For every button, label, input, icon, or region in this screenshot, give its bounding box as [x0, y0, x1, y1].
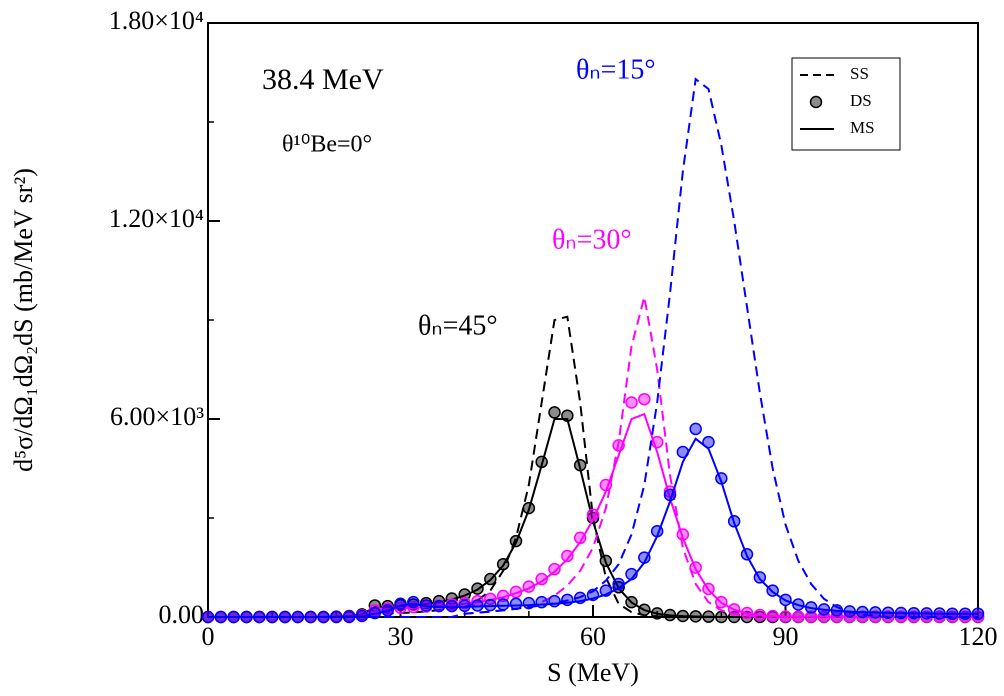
data-line [208, 437, 978, 618]
legend-label: SS [850, 64, 869, 83]
legend-box [791, 57, 901, 151]
y-axis-label: d⁵σ/dΩ₁dΩ₂dS (mb/MeV sr²) [9, 168, 38, 472]
x-tick-label: 90 [773, 622, 799, 651]
legend-marker [809, 95, 823, 109]
x-tick-label: 120 [959, 622, 998, 651]
legend-label: MS [850, 118, 875, 137]
y-tick-label: 0.00 [159, 600, 205, 629]
data-point [561, 549, 574, 563]
annotation: θ¹⁰Be=0° [282, 132, 372, 158]
data-point [535, 595, 548, 609]
annotation: θₙ=45° [418, 310, 498, 341]
legend-label: DS [850, 91, 872, 110]
data-point [509, 597, 523, 611]
data-line [208, 77, 978, 618]
y-tick-label: 1.20×10⁴ [109, 204, 204, 233]
data-point [548, 406, 561, 419]
x-axis-label: S (MeV) [547, 658, 639, 687]
data-line [208, 315, 978, 618]
x-tick-label: 30 [388, 622, 414, 651]
data-point [638, 392, 651, 406]
data-point [689, 422, 702, 436]
x-tick-label: 60 [580, 622, 606, 651]
data-point [548, 562, 561, 576]
data-point [407, 595, 420, 609]
data-point [625, 396, 638, 409]
annotation: θₙ=15° [576, 54, 656, 85]
y-tick-label: 1.80×10⁴ [109, 6, 204, 35]
x-tick-label: 0 [202, 622, 215, 651]
y-tick-label: 6.00×10³ [110, 402, 204, 431]
data-point [548, 594, 561, 608]
data-point [522, 596, 536, 610]
data-line [208, 296, 978, 618]
data-point [496, 598, 510, 611]
annotation: θₙ=30° [552, 224, 632, 255]
annotation: 38.4 MeV [262, 63, 384, 96]
